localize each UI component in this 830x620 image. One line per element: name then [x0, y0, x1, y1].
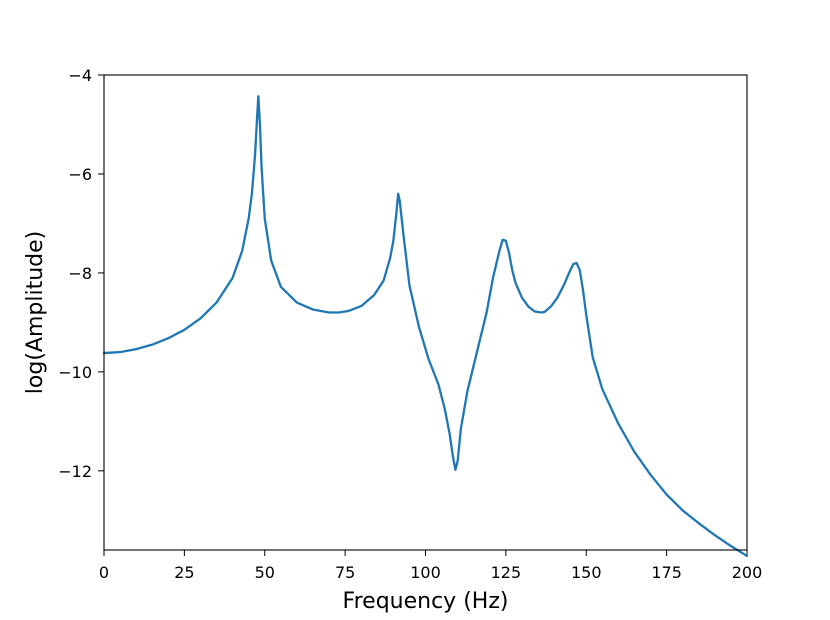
x-tick-label: 25 [174, 563, 194, 582]
x-tick-label: 150 [571, 563, 602, 582]
y-axis-label: log(Amplitude) [23, 231, 48, 394]
x-tick-label: 50 [255, 563, 275, 582]
y-tick-label: −8 [68, 264, 92, 283]
y-axis-ticks: −12 −10 −8 −6 −4 [58, 66, 104, 481]
x-tick-label: 75 [335, 563, 355, 582]
plot-frame [103, 74, 748, 551]
x-tick-label: 200 [732, 563, 763, 582]
y-tick-label: −12 [58, 462, 92, 481]
x-axis-label: Frequency (Hz) [343, 589, 509, 614]
y-tick-label: −4 [68, 66, 92, 85]
y-tick-label: −6 [68, 165, 92, 184]
x-tick-label: 125 [491, 563, 522, 582]
x-axis-ticks: 0 25 50 75 100 125 150 175 200 [99, 550, 762, 582]
x-tick-label: 175 [651, 563, 682, 582]
x-tick-label: 100 [410, 563, 441, 582]
series-line-amplitude [102, 95, 749, 558]
x-tick-label: 0 [99, 563, 109, 582]
y-tick-label: −10 [58, 363, 92, 382]
